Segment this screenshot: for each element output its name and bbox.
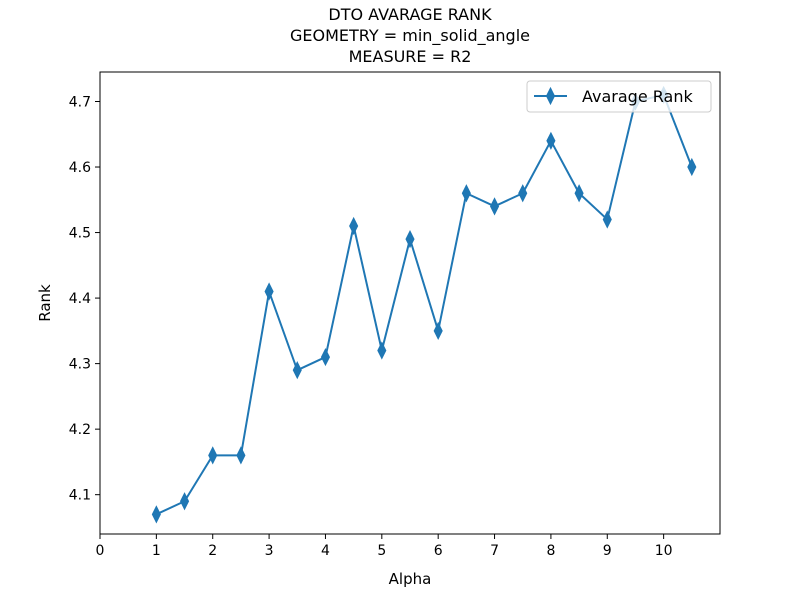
data-point-marker [546,131,556,150]
series-line [155,93,693,516]
x-tick-label: 2 [208,543,217,559]
data-point-marker [518,184,528,203]
legend-label: Avarage Rank [582,87,693,106]
data-point-marker [687,157,697,177]
legend-marker-diamond [545,86,556,106]
data-point-marker [574,184,584,203]
x-tick-label: 10 [655,543,673,559]
y-axis-label: Rank [36,284,54,322]
data-point-marker [179,492,190,511]
chart-title-line-2: GEOMETRY = min_solid_angle [290,26,530,46]
x-axis-label: Alpha [389,570,432,588]
y-tick-label: 4.6 [69,160,91,176]
data-point-marker [461,184,471,203]
data-point-marker [151,505,161,524]
y-tick-label: 4.7 [69,94,91,110]
data-point-marker [433,321,443,340]
y-tick-label: 4.5 [69,226,91,242]
x-tick-label: 0 [96,543,105,559]
x-tick-label: 3 [265,543,274,559]
data-point-marker [405,229,415,249]
data-point-marker [264,282,274,301]
data-point-marker [377,341,387,360]
data-point-marker [489,197,500,216]
chart-title-line-1: DTO AVARAGE RANK [328,5,492,24]
axis-ticks: 0 1 2 3 4 5 6 7 8 9 10 4.1 4.2 4.3 4.4 4.5 4.6 4.7 [69,94,673,559]
y-tick-label: 4.1 [69,488,91,504]
legend: Avarage Rank [526,80,712,113]
data-point-marker [208,446,218,465]
y-tick-label: 4.4 [69,291,91,307]
x-tick-label: 1 [152,543,161,559]
plot-area [151,85,697,524]
x-tick-label: 9 [603,543,612,559]
x-tick-label: 5 [377,543,386,559]
chart-title-line-3: MEASURE = R2 [349,47,472,66]
x-tick-label: 4 [321,543,330,559]
data-point-marker [320,347,331,367]
y-tick-label: 4.3 [69,357,91,373]
x-tick-label: 6 [434,543,443,559]
data-point-marker [292,361,302,380]
legend-box [526,80,712,113]
data-point-marker [236,446,246,465]
x-tick-label: 8 [546,543,555,559]
plot-frame [99,71,721,535]
x-tick-label: 7 [490,543,499,559]
y-tick-label: 4.2 [69,422,91,438]
data-point-marker [349,216,359,236]
data-point-marker [602,210,612,229]
